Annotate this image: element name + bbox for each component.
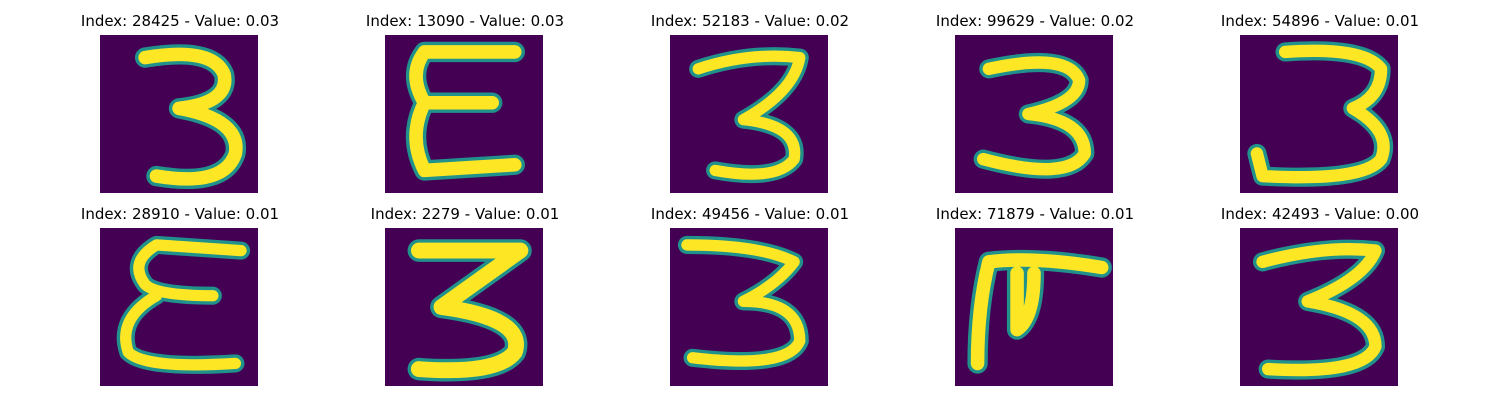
panel-title: Index: 13090 - Value: 0.03 xyxy=(365,12,565,30)
panel-title: Index: 42493 - Value: 0.00 xyxy=(1220,205,1420,223)
panel-title: Index: 99629 - Value: 0.02 xyxy=(935,12,1135,30)
digit-panel: Index: 42493 - Value: 0.00 xyxy=(1190,205,1450,395)
digit-image xyxy=(100,35,258,193)
digit-panel: Index: 28910 - Value: 0.01 xyxy=(50,205,310,395)
panel-title: Index: 54896 - Value: 0.01 xyxy=(1220,12,1420,30)
digit-image xyxy=(385,35,543,193)
digit-panel: Index: 71879 - Value: 0.01 xyxy=(905,205,1165,395)
digit-image xyxy=(670,228,828,386)
panel-title: Index: 49456 - Value: 0.01 xyxy=(650,205,850,223)
digit-image xyxy=(670,35,828,193)
digit-image xyxy=(955,228,1113,386)
digit-image xyxy=(1240,228,1398,386)
digit-panel: Index: 54896 - Value: 0.01 xyxy=(1190,12,1450,202)
digit-panel: Index: 2279 - Value: 0.01 xyxy=(335,205,595,395)
digit-panel: Index: 28425 - Value: 0.03 xyxy=(50,12,310,202)
panel-title: Index: 2279 - Value: 0.01 xyxy=(370,205,560,223)
digit-panel: Index: 99629 - Value: 0.02 xyxy=(905,12,1165,202)
panel-title: Index: 52183 - Value: 0.02 xyxy=(650,12,850,30)
panel-title: Index: 28425 - Value: 0.03 xyxy=(80,12,280,30)
digit-panel: Index: 52183 - Value: 0.02 xyxy=(620,12,880,202)
digit-image xyxy=(1240,35,1398,193)
digit-image xyxy=(100,228,258,386)
digit-panel: Index: 13090 - Value: 0.03 xyxy=(335,12,595,202)
digit-image xyxy=(385,228,543,386)
panel-title: Index: 71879 - Value: 0.01 xyxy=(935,205,1135,223)
digit-image xyxy=(955,35,1113,193)
digit-panel: Index: 49456 - Value: 0.01 xyxy=(620,205,880,395)
panel-title: Index: 28910 - Value: 0.01 xyxy=(80,205,280,223)
